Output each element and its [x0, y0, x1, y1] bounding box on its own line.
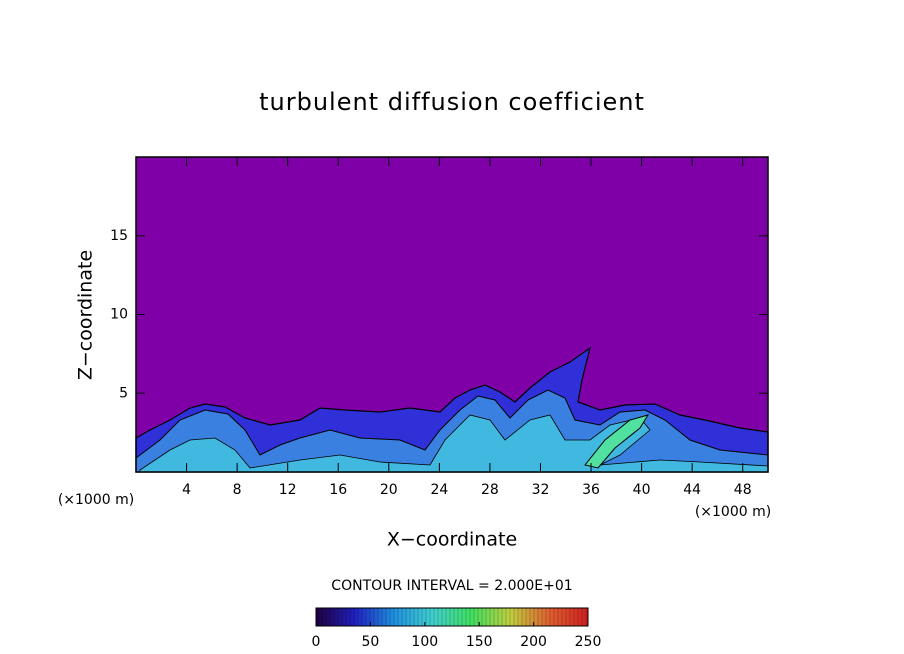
turbulent-field: [135, 346, 769, 473]
x-tick-label: 20: [380, 482, 398, 498]
colorbar-tick-label: 50: [361, 634, 379, 650]
y-tick-label: 15: [110, 228, 128, 244]
x-tick-label: 8: [233, 482, 242, 498]
x-tick-label: 28: [481, 482, 499, 498]
y-unit-label: (×1000 m): [58, 492, 134, 508]
x-tick-label: 36: [582, 482, 600, 498]
y-tick-label: 5: [119, 385, 128, 401]
colorbar-tick-label: 100: [411, 634, 438, 650]
x-axis-label: X−coordinate: [387, 529, 517, 551]
contour-interval: CONTOUR INTERVAL = 2.000E+01: [331, 578, 572, 594]
x-tick-label: 24: [430, 482, 448, 498]
colorbar-tick-label: 200: [520, 634, 547, 650]
x-tick-label: 44: [683, 482, 701, 498]
colorbar-tick-label: 150: [466, 634, 493, 650]
chart-title: turbulent diffusion coefficient: [259, 88, 645, 116]
x-tick-label: 4: [182, 482, 191, 498]
x-tick-label: 48: [734, 482, 752, 498]
y-tick-label: 10: [110, 307, 128, 323]
colorbar: [315, 607, 589, 627]
x-tick-label: 40: [633, 482, 651, 498]
x-tick-label: 12: [279, 482, 297, 498]
x-tick-label: 16: [329, 482, 347, 498]
colorbar-tick-label: 250: [575, 634, 602, 650]
x-unit-label: (×1000 m): [695, 504, 771, 520]
y-axis-label: Z−coordinate: [75, 250, 97, 380]
colorbar-tick-label: 0: [312, 634, 321, 650]
x-tick-label: 32: [532, 482, 550, 498]
